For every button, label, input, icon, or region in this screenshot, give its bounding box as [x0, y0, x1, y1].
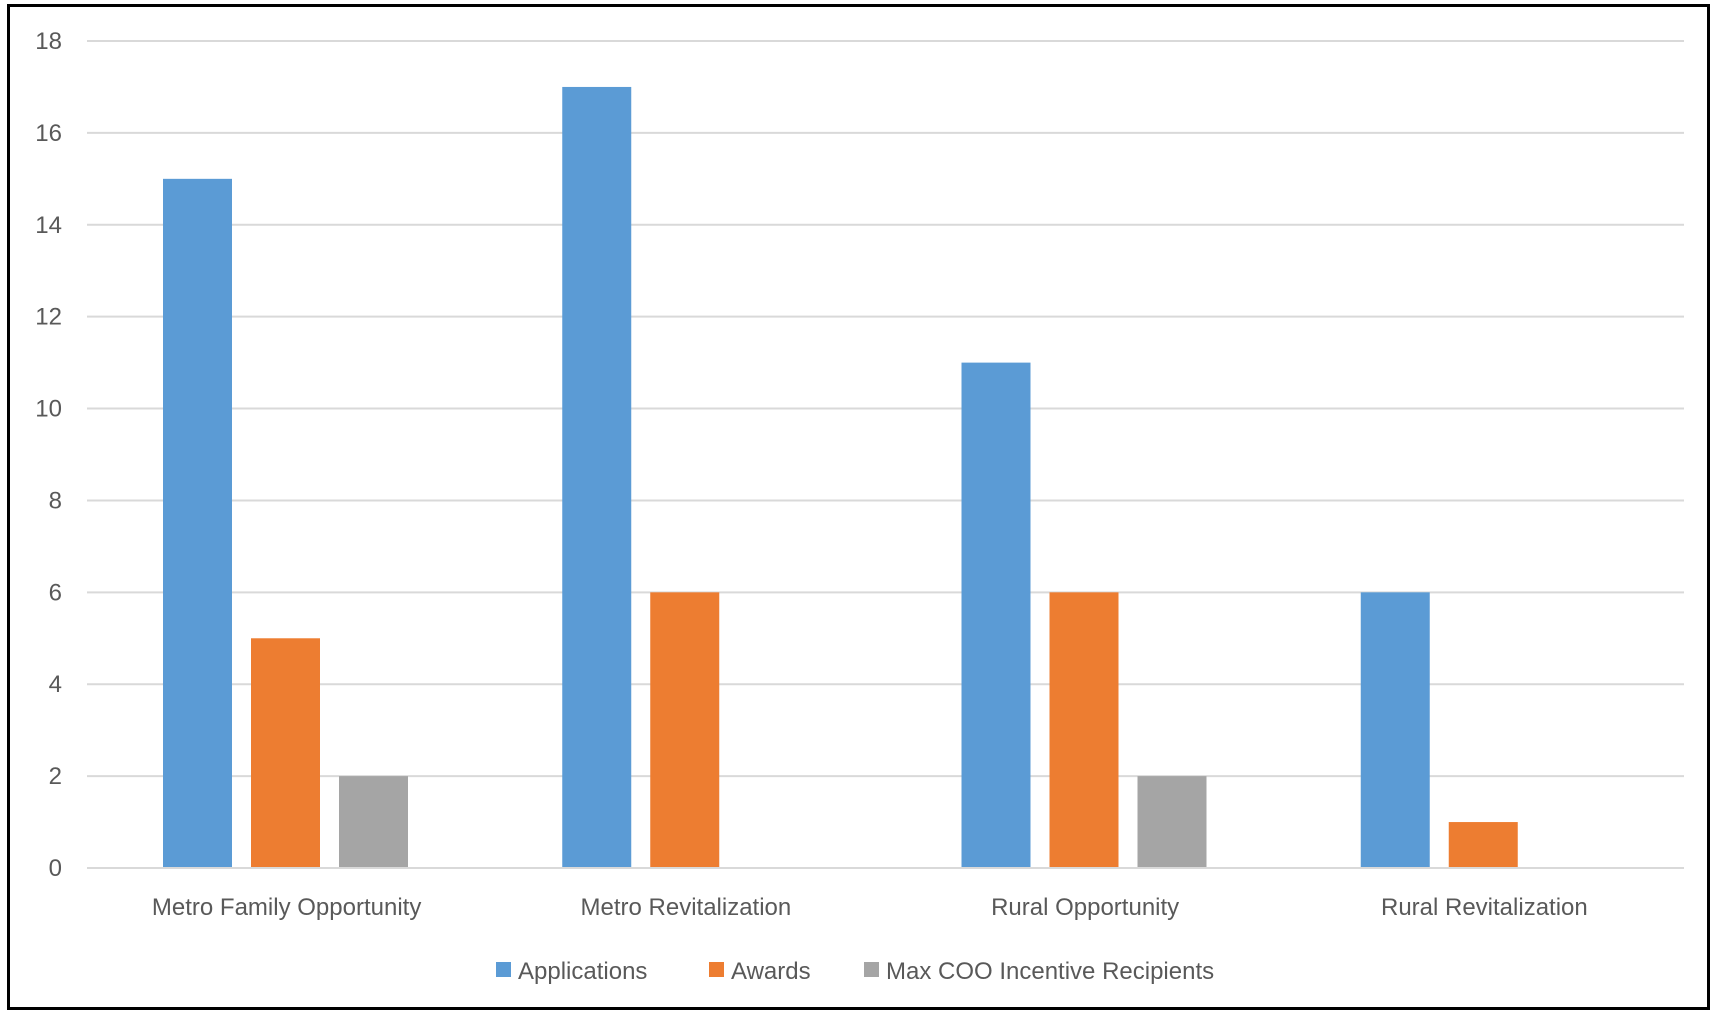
legend-swatch-applications	[496, 962, 511, 977]
y-tick-label-6: 6	[49, 579, 62, 606]
y-tick-label-10: 10	[35, 396, 62, 423]
y-tick-label-16: 16	[35, 120, 62, 147]
bar-awards-metro-family-opportunity	[251, 638, 320, 868]
y-tick-label-8: 8	[49, 487, 62, 514]
bar-awards-metro-revitalization	[650, 592, 720, 868]
x-tick-label-rural-revitalization: Rural Revitalization	[1381, 894, 1588, 921]
gridlines	[87, 40, 1684, 778]
x-tick-label-rural-opportunity: Rural Opportunity	[991, 894, 1179, 921]
bar-applications-rural-revitalization	[1360, 592, 1430, 868]
y-tick-label-2: 2	[49, 763, 62, 790]
bars	[163, 86, 1518, 869]
y-tick-label-14: 14	[35, 212, 62, 239]
bar-applications-metro-revitalization	[562, 86, 632, 868]
bar-max-coo-incentive-recipients-metro-family-opportunity	[339, 776, 408, 868]
y-tick-label-0: 0	[49, 855, 62, 882]
bar-applications-rural-opportunity	[961, 362, 1031, 868]
x-tick-label-metro-family-opportunity: Metro Family Opportunity	[152, 894, 421, 921]
x-tick-label-metro-revitalization: Metro Revitalization	[581, 894, 792, 921]
bar-awards-rural-revitalization	[1448, 822, 1518, 868]
legend-label-applications: Applications	[518, 958, 647, 985]
legend-label-max-coo-incentive-recipients: Max COO Incentive Recipients	[886, 958, 1214, 985]
y-tick-label-18: 18	[35, 28, 62, 55]
legend-swatch-awards	[709, 962, 724, 977]
category-labels: Metro Family Opportunity Metro Revitaliza…	[152, 894, 1588, 921]
y-tick-label-12: 12	[35, 304, 62, 331]
bar-max-coo-incentive-recipients-rural-opportunity	[1137, 776, 1207, 868]
legend-swatch-max-coo-incentive-recipients	[864, 962, 879, 977]
y-tick-label-4: 4	[49, 671, 62, 698]
legend-label-awards: Awards	[731, 958, 811, 985]
legend: Applications Awards Max COO Incentive Reci…	[496, 958, 1214, 985]
y-axis-tick-labels: 0 2 4 6 8 10 12 14 16 18	[35, 28, 62, 882]
bar-awards-rural-opportunity	[1049, 592, 1119, 868]
bar-applications-metro-family-opportunity	[163, 178, 232, 869]
